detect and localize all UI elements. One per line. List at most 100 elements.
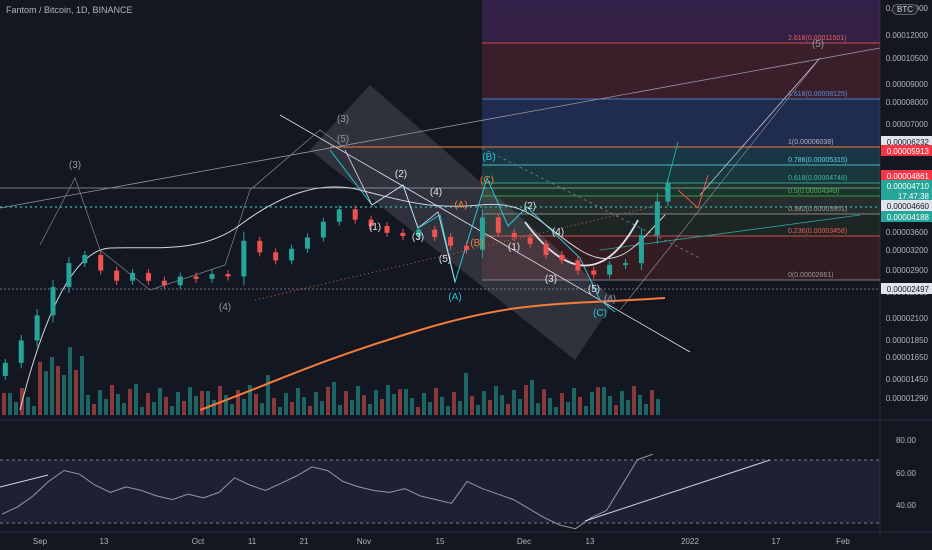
currency-badge[interactable]: BTC: [892, 4, 918, 15]
fib-label: 0.236(0.00003458): [788, 228, 847, 235]
fib-label: 0.5(0.00004349): [788, 188, 839, 195]
volume-bar: [380, 399, 384, 415]
volume-bar: [332, 382, 336, 415]
candle: [98, 254, 104, 271]
volume-bar: [452, 392, 456, 415]
price-label: 17:47:38: [898, 192, 930, 201]
volume-bar: [188, 387, 192, 415]
candle: [304, 237, 310, 249]
wave-label: (4): [430, 187, 442, 198]
volume-bar: [32, 406, 36, 415]
symbol-title[interactable]: Fantom / Bitcoin, 1D, BINANCE: [6, 5, 133, 15]
x-tick-label: 15: [436, 537, 445, 546]
y-tick-label: 0.00009000: [886, 80, 929, 89]
candle: [575, 260, 581, 271]
candle: [82, 254, 88, 264]
candle: [114, 270, 120, 281]
volume-bar: [44, 371, 48, 415]
y-tick-label: 0.00010500: [886, 54, 929, 63]
volume-bar: [326, 387, 330, 415]
volume-bar: [464, 373, 468, 415]
fib-extension-zones: [482, 0, 880, 280]
price-label-bg: [881, 136, 932, 147]
volume-bar: [182, 401, 186, 415]
volume-bar: [368, 404, 372, 415]
volume-bar: [242, 399, 246, 415]
volume-bar: [482, 391, 486, 415]
volume-bar: [140, 407, 144, 415]
candle: [225, 274, 231, 277]
volume-bar: [404, 389, 408, 415]
volume-bar: [578, 397, 582, 415]
candle: [130, 272, 136, 281]
rsi-tick-label: 40.00: [896, 501, 917, 510]
candle: [464, 245, 470, 250]
volume-bar: [296, 388, 300, 415]
trendline: [481, 147, 701, 259]
candle: [161, 280, 167, 286]
volume-bar: [572, 388, 576, 415]
volume-bar: [356, 386, 360, 415]
volume-bar: [308, 406, 312, 415]
volume-bar: [218, 386, 222, 415]
x-tick-label: 17: [772, 537, 781, 546]
candle: [638, 235, 644, 264]
wave-label: (B): [482, 152, 495, 163]
volume-bar: [470, 396, 474, 415]
fib-label: 1(0.00006038): [788, 139, 834, 146]
volume-bar: [566, 402, 570, 415]
volume-bar: [74, 370, 78, 415]
volume-bar: [644, 404, 648, 415]
candle: [527, 237, 533, 244]
fib-label: 0.382(0.00003951): [788, 206, 847, 213]
candle: [479, 217, 485, 250]
volume-bar: [548, 398, 552, 415]
candle: [34, 315, 40, 341]
volume-bar: [386, 385, 390, 415]
price-label-bg: [881, 145, 932, 156]
volume-bar: [536, 403, 540, 415]
volume-bar: [476, 405, 480, 415]
volume-bar: [446, 406, 450, 415]
volume-bar: [152, 402, 156, 415]
fib-labels: 2.618(0.00011501) 1.618(0.00008125) 1(0.00…: [788, 35, 847, 279]
volume-bar: [14, 402, 18, 415]
volume-bar: [626, 400, 630, 415]
candle: [607, 264, 613, 275]
volume-bar: [134, 384, 138, 415]
candle: [289, 248, 295, 261]
price-label: 0.00004660: [887, 202, 930, 211]
trendlines: [0, 47, 881, 353]
cup-curve: [524, 219, 639, 267]
price-pane[interactable]: [0, 0, 880, 420]
volume-bars: [2, 347, 660, 415]
descending-channel: [310, 85, 615, 360]
volume-bar: [290, 402, 294, 415]
wave-label: (4): [219, 302, 231, 313]
candle: [18, 340, 24, 363]
y-tick-label: 0.00001290: [886, 394, 929, 403]
price-label-bg: [881, 200, 932, 211]
volume-bar: [428, 402, 432, 415]
candle: [432, 229, 438, 237]
price-label: 0.00006232: [887, 138, 930, 147]
volume-bar: [104, 399, 108, 415]
candle: [320, 221, 326, 238]
candle: [416, 229, 422, 237]
volume-bar: [194, 396, 198, 415]
volume-bar: [590, 392, 594, 415]
candle: [193, 276, 199, 279]
candles: [2, 178, 671, 380]
wave-label: (1): [508, 242, 520, 253]
y-tick-label: 0.00003600: [886, 228, 929, 237]
volume-bar: [260, 403, 264, 415]
volume-bar: [614, 405, 618, 415]
candle: [623, 263, 629, 266]
rsi-axis-ticks: 80.00 60.00 40.00: [896, 436, 917, 510]
volume-bar: [80, 356, 84, 415]
y-tick-label: 0.00002900: [886, 266, 929, 275]
x-tick-label: 11: [248, 537, 257, 546]
price-label: 0.00004710: [887, 182, 930, 191]
volume-bar: [278, 407, 282, 415]
